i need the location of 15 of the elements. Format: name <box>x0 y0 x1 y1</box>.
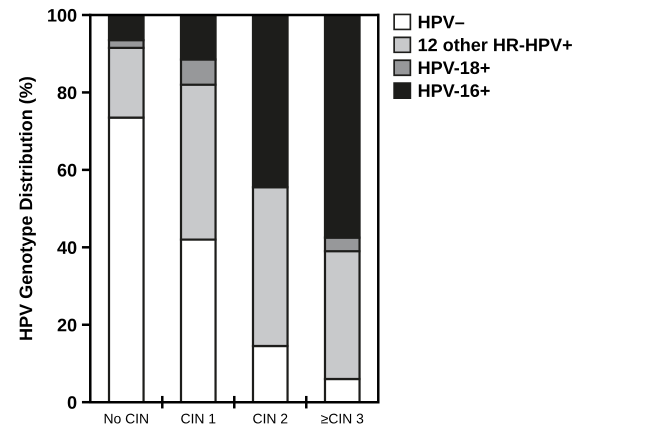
x-tick-label: No CIN <box>104 414 148 424</box>
y-tick-label: 80 <box>58 86 76 100</box>
legend-label: HPV– <box>418 16 464 28</box>
legend-label: 12 other HR-HPV+ <box>418 38 572 52</box>
y-tick-label: 100 <box>48 8 76 22</box>
y-tick-label: 40 <box>57 241 76 254</box>
x-tick-label: CIN 1 <box>181 414 216 424</box>
y-tick-label: 20 <box>58 318 76 332</box>
x-tick-label: ≥CIN 3 <box>321 414 364 424</box>
y-tick-label: 0 <box>68 396 76 409</box>
legend-label: HPV-16+ <box>418 84 490 98</box>
y-axis-title: HPV Genotype Distribution (%) <box>19 77 36 340</box>
y-tick-label: 60 <box>58 164 76 177</box>
legend-label: HPV-18+ <box>418 61 490 74</box>
x-tick-label: CIN 2 <box>253 414 288 424</box>
